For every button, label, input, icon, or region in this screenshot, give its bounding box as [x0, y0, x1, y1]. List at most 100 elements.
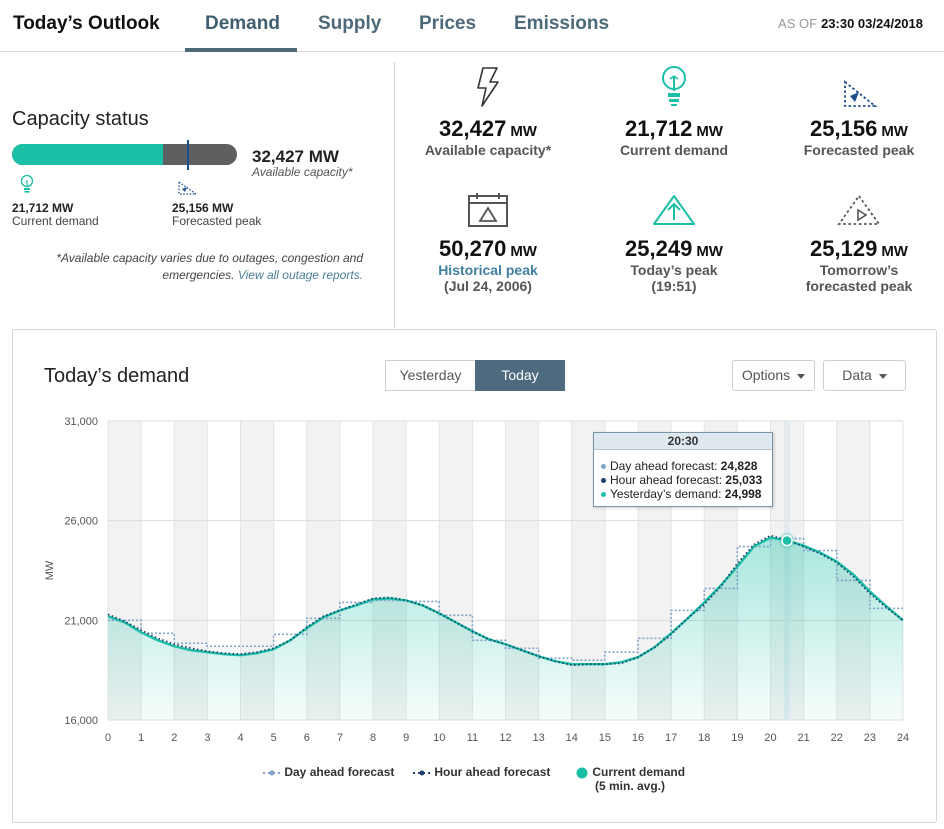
options-dropdown[interactable]: Options: [732, 360, 815, 391]
legend-hour-ahead[interactable]: Hour ahead forecast: [413, 765, 550, 779]
forecast-triangle-icon: [774, 62, 944, 108]
calendar-icon: [403, 182, 573, 228]
yesterday-dot-icon: [601, 492, 606, 498]
legend-day-ahead[interactable]: Day ahead forecast: [263, 765, 394, 779]
x-tick-label: 22: [831, 732, 843, 744]
x-tick-label: 23: [864, 732, 876, 744]
x-tick-label: 9: [403, 732, 409, 744]
current-demand-value: 21,712 MW: [12, 201, 74, 215]
x-tick-label: 15: [599, 732, 611, 744]
stat-unit: MW: [696, 243, 723, 260]
hour-ahead-dot-icon: [601, 478, 606, 484]
stat-unit: MW: [510, 243, 537, 260]
yesterday-toggle-button[interactable]: Yesterday: [385, 360, 475, 391]
x-tick-label: 4: [237, 732, 243, 744]
chart-panel-title: Today’s demand: [44, 365, 190, 387]
active-tab-indicator: [185, 48, 297, 52]
y-axis-label: MW: [44, 560, 56, 580]
stat-label: Available capacity*: [424, 142, 552, 158]
data-dropdown[interactable]: Data: [823, 360, 906, 391]
x-tick-label: 3: [204, 732, 210, 744]
today-toggle-button[interactable]: Today: [475, 360, 565, 391]
x-tick-label: 12: [499, 732, 511, 744]
x-tick-label: 13: [533, 732, 545, 744]
stat-label: Current demand: [619, 142, 729, 158]
stat-value: 32,427: [439, 116, 507, 141]
tab-prices[interactable]: Prices: [419, 13, 477, 34]
tab-supply[interactable]: Supply: [318, 13, 382, 34]
lightning-icon: [403, 62, 573, 108]
legend-label: Current demand: [592, 765, 686, 779]
stat-value: 25,249: [625, 236, 693, 261]
stat-historical-peak: 50,270 MW Historical peak (Jul 24, 2006): [403, 182, 573, 294]
stat-sublabel: forecasted peak: [805, 278, 913, 294]
historical-peak-link[interactable]: Historical peak: [438, 262, 538, 278]
x-tick-label: 1: [138, 732, 144, 744]
x-tick-label: 7: [337, 732, 343, 744]
as-of-label: AS OF: [778, 16, 818, 31]
as-of-timestamp: AS OF 23:30 03/24/2018: [778, 16, 923, 31]
stat-tomorrows-forecasted-peak: 25,129 MW Tomorrow’s forecasted peak: [774, 182, 944, 294]
day-ahead-dot-icon: [601, 464, 606, 470]
hover-point: [781, 534, 793, 547]
y-tick-label: 26,000: [64, 516, 98, 528]
demand-chart-panel: Today’s demand Yesterday Today Options D…: [12, 329, 937, 823]
tooltip-row-value: 24,998: [724, 487, 762, 501]
stat-unit: MW: [881, 123, 908, 140]
current-demand-legend-icon: [576, 767, 588, 779]
stat-current-demand: 21,712 MW Current demand: [589, 62, 759, 158]
current-demand-label: Current demand: [12, 214, 99, 228]
forecast-peak-value: 25,156 MW: [172, 201, 234, 215]
x-tick-label: 19: [731, 732, 743, 744]
options-label: Options: [741, 367, 791, 383]
x-tick-label: 8: [370, 732, 376, 744]
stat-label: Today’s peak: [630, 262, 718, 278]
x-tick-label: 2: [171, 732, 177, 744]
tooltip-row-label: Hour ahead forecast:: [610, 473, 723, 487]
x-tick-label: 5: [271, 732, 277, 744]
tooltip-row-value: 24,828: [720, 459, 758, 473]
stat-label: Tomorrow’s: [819, 262, 899, 278]
tooltip-row: Hour ahead forecast: 25,033: [594, 473, 772, 487]
tooltip-row: Yesterday’s demand: 24,998: [594, 487, 772, 501]
stat-value: 50,270: [439, 236, 507, 261]
x-tick-label: 16: [632, 732, 644, 744]
x-tick-label: 21: [798, 732, 810, 744]
capacity-note-text: *Available capacity varies due to outage…: [56, 251, 363, 282]
outage-reports-link[interactable]: View all outage reports.: [237, 268, 363, 282]
stat-value: 21,712: [625, 116, 693, 141]
x-tick-label: 11: [467, 732, 478, 744]
stat-sublabel: (19:51): [651, 278, 697, 294]
x-tick-label: 0: [105, 732, 111, 744]
capacity-bar: [12, 144, 237, 165]
stat-label: Forecasted peak: [803, 142, 915, 158]
legend-label: Day ahead forecast: [284, 765, 395, 779]
tooltip-row: Day ahead forecast: 24,828: [594, 459, 772, 473]
stat-forecasted-peak: 25,156 MW Forecasted peak: [774, 62, 944, 158]
x-tick-label: 20: [764, 732, 776, 744]
y-tick-label: 16,000: [64, 715, 98, 727]
forecast-peak-marker: [186, 140, 189, 170]
stat-unit: MW: [696, 123, 723, 140]
y-tick-label: 31,000: [64, 416, 98, 428]
data-label: Data: [842, 367, 872, 383]
y-tick-label: 21,000: [64, 615, 98, 627]
stat-available-capacity: 32,427 MW Available capacity*: [403, 62, 573, 158]
available-capacity-label: Available capacity*: [252, 165, 353, 179]
forecast-peak-label: Forecasted peak: [172, 214, 262, 228]
tooltip-row-value: 25,033: [725, 473, 763, 487]
x-tick-label: 24: [897, 732, 909, 744]
day-ahead-legend-icon: [263, 770, 281, 776]
x-tick-label: 6: [304, 732, 310, 744]
tab-emissions[interactable]: Emissions: [514, 13, 610, 34]
x-tick-label: 17: [665, 732, 677, 744]
chevron-down-icon: [797, 373, 806, 379]
stat-unit: MW: [510, 123, 537, 140]
tooltip-row-label: Day ahead forecast:: [610, 459, 718, 473]
current-demand-area: [108, 537, 903, 720]
tooltip-time: 20:30: [594, 433, 772, 450]
legend-current-demand[interactable]: Current demand (5 min. avg.): [575, 765, 685, 793]
tab-demand[interactable]: Demand: [205, 13, 280, 34]
x-tick-label: 10: [433, 732, 445, 744]
